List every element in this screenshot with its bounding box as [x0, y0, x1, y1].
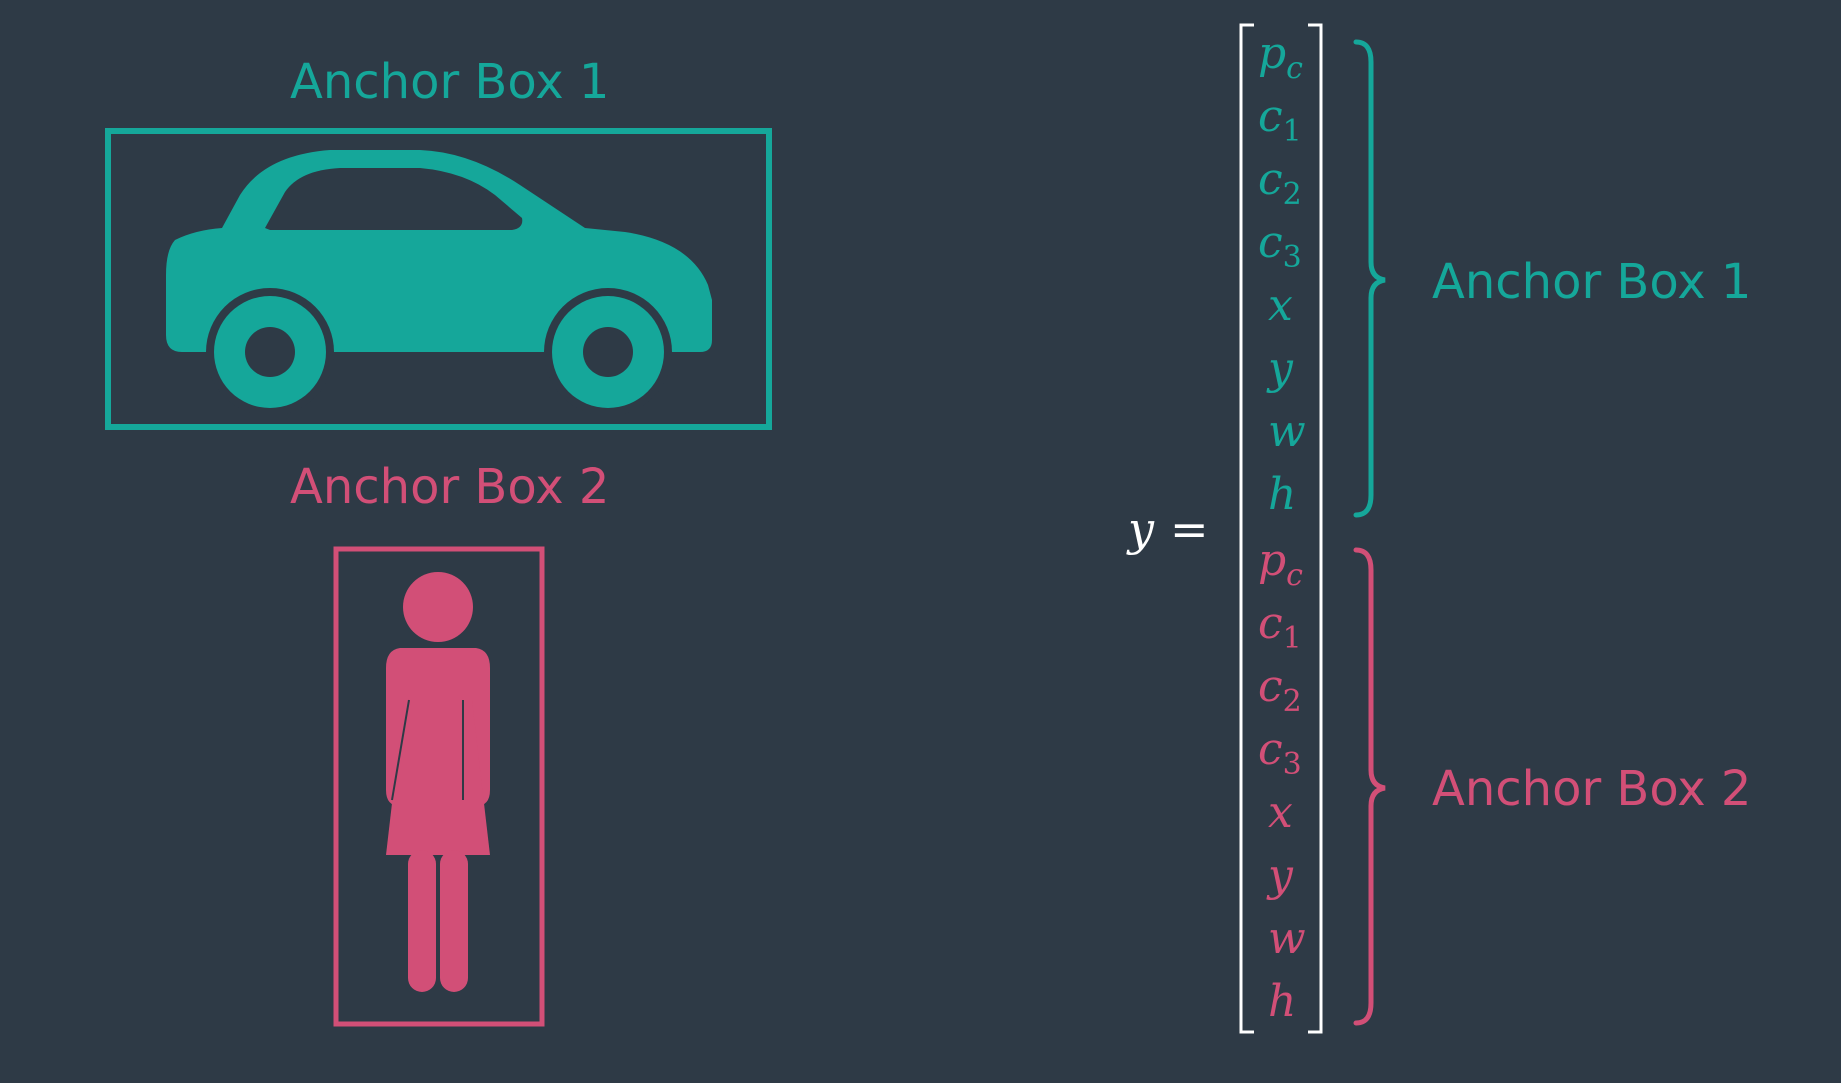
vector-entry-group2-6: w: [1268, 913, 1306, 964]
vector-entry-group1-7: h: [1268, 469, 1296, 520]
anchor-box-2-rect: [333, 546, 545, 1027]
woman-arm-line-left: [391, 699, 410, 801]
vector-entry-group1-2: c2: [1258, 154, 1302, 212]
woman-icon: [386, 572, 490, 992]
anchor-box-1-rect: [105, 128, 772, 430]
anchor-box-2-title: Anchor Box 2: [290, 459, 610, 515]
vector-entry-group1-4: x: [1268, 280, 1293, 331]
anchor-box-1-title: Anchor Box 1: [290, 54, 610, 110]
equation-equals: =: [1170, 502, 1209, 556]
vector-anchor-box-1-label: Anchor Box 1: [1432, 254, 1752, 310]
vector-entry-group2-0: pc: [1258, 535, 1303, 593]
vector-anchor-box-2-label: Anchor Box 2: [1432, 761, 1752, 817]
vector-entry-group1-1: c1: [1258, 91, 1302, 149]
vector-entry-group1-5: y: [1266, 343, 1294, 394]
vector-entry-group1-6: w: [1268, 406, 1306, 457]
equation-lhs: y: [1126, 502, 1155, 556]
anchor-box-2-brace: [1353, 547, 1386, 1026]
vector-entry-group2-1: c1: [1258, 598, 1302, 656]
vector-entry-group2-5: y: [1266, 850, 1294, 901]
car-icon: [166, 150, 712, 416]
vector-entry-group2-7: h: [1268, 976, 1296, 1027]
vector-left-bracket: [1239, 23, 1254, 1034]
vector-entry-group1-3: c3: [1258, 217, 1302, 275]
vector-entry-group2-3: c3: [1258, 724, 1302, 782]
vector-right-bracket: [1308, 23, 1323, 1034]
vector-entry-group2-4: x: [1268, 787, 1293, 838]
vector-entry-group1-0: pc: [1258, 28, 1303, 86]
anchor-box-1-brace: [1353, 39, 1386, 518]
vector-entry-group2-2: c2: [1258, 661, 1302, 719]
